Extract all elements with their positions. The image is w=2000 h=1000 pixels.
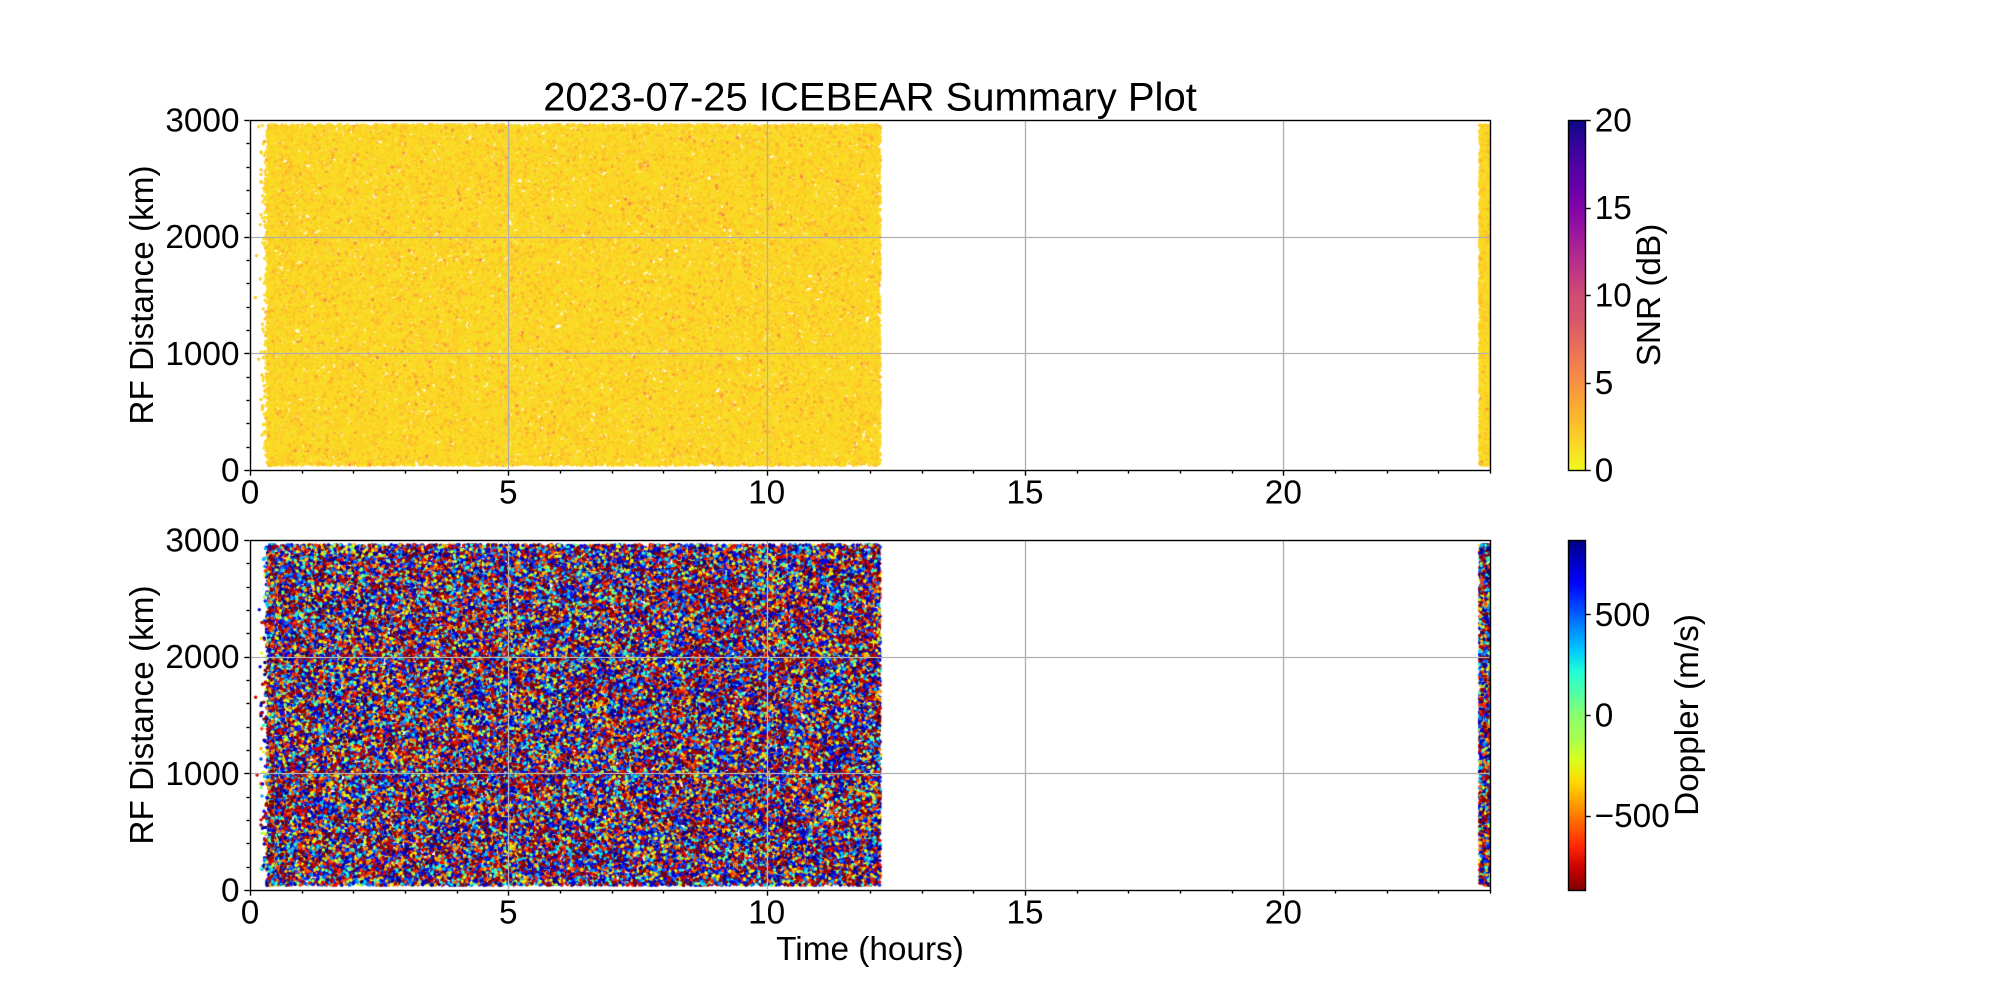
svg-text:15: 15: [1595, 190, 1632, 227]
svg-text:Time (hours): Time (hours): [776, 931, 964, 968]
svg-text:0: 0: [1595, 698, 1614, 735]
svg-text:15: 15: [1006, 475, 1043, 512]
svg-text:3000: 3000: [165, 523, 239, 560]
svg-text:0: 0: [1595, 453, 1614, 490]
svg-text:2023-07-25 ICEBEAR Summary Plo: 2023-07-25 ICEBEAR Summary Plot: [543, 76, 1197, 120]
svg-text:0: 0: [241, 895, 260, 932]
svg-text:0: 0: [221, 873, 240, 910]
svg-text:−500: −500: [1595, 798, 1670, 835]
svg-text:0: 0: [241, 475, 260, 512]
svg-text:Doppler (m/s): Doppler (m/s): [1669, 614, 1706, 816]
svg-text:1000: 1000: [165, 756, 239, 793]
svg-text:SNR (dB): SNR (dB): [1631, 224, 1668, 367]
svg-text:5: 5: [499, 895, 518, 932]
svg-text:0: 0: [221, 453, 240, 490]
svg-text:2000: 2000: [165, 219, 239, 256]
svg-text:RF Distance (km): RF Distance (km): [124, 585, 161, 844]
svg-text:10: 10: [748, 475, 785, 512]
svg-text:RF Distance (km): RF Distance (km): [124, 165, 161, 424]
svg-text:5: 5: [499, 475, 518, 512]
svg-text:3000: 3000: [165, 103, 239, 140]
svg-text:5: 5: [1595, 365, 1614, 402]
svg-text:1000: 1000: [165, 336, 239, 373]
svg-text:20: 20: [1595, 103, 1632, 140]
svg-text:15: 15: [1006, 895, 1043, 932]
svg-text:20: 20: [1265, 475, 1302, 512]
svg-text:20: 20: [1265, 895, 1302, 932]
svg-text:2000: 2000: [165, 639, 239, 676]
svg-text:10: 10: [1595, 278, 1632, 315]
svg-text:500: 500: [1595, 597, 1651, 634]
svg-text:10: 10: [748, 895, 785, 932]
